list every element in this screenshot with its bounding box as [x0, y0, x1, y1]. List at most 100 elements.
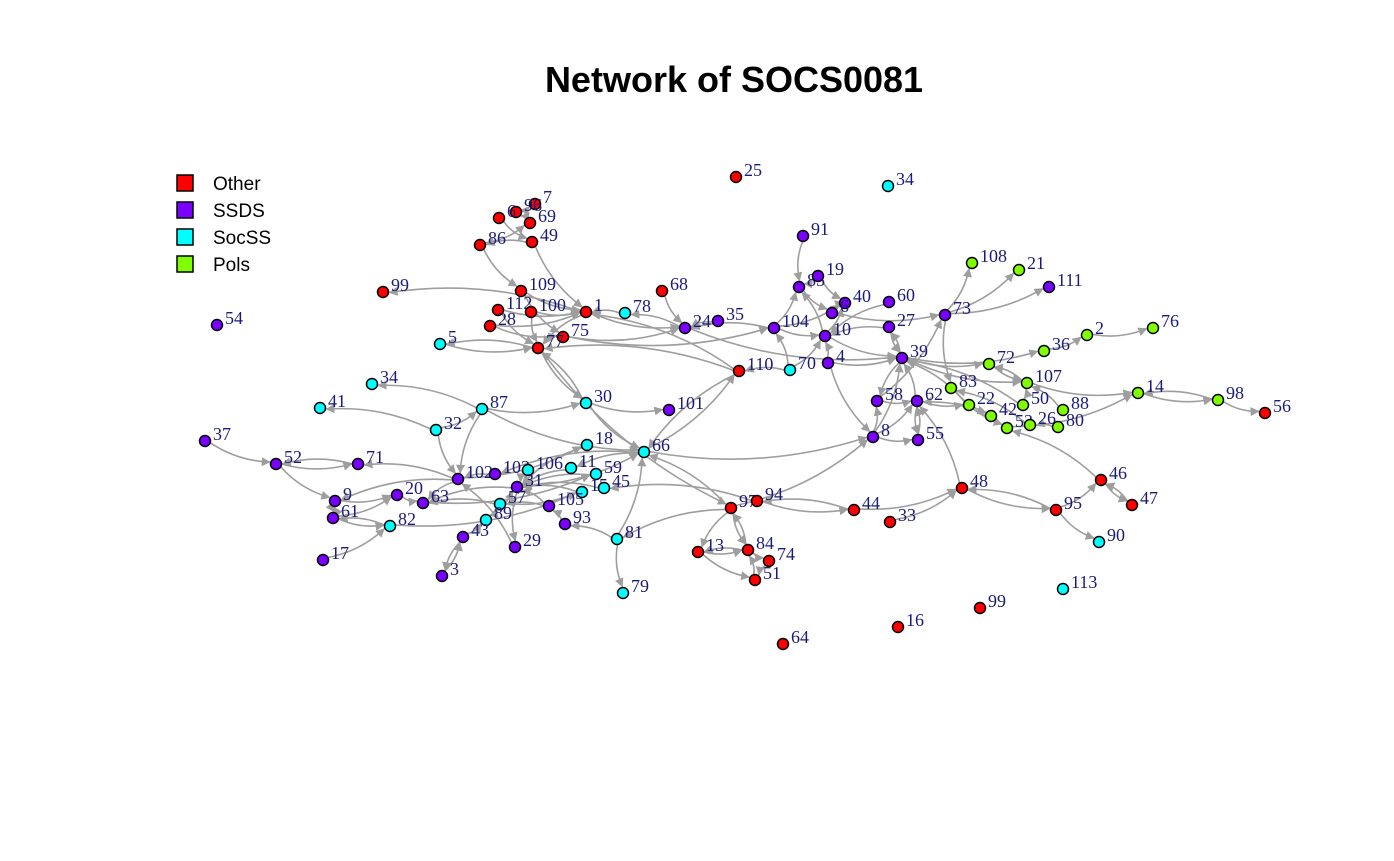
node-26 [1023, 418, 1037, 432]
node-84 [741, 543, 755, 557]
edge-102-to-63 [427, 481, 454, 501]
edge-97-to-84 [732, 513, 747, 545]
edge-87-to-30 [487, 401, 581, 414]
edge-66-to-8 [649, 435, 868, 460]
edge-97-to-81 [622, 508, 726, 538]
legend-label-other: Other [213, 174, 261, 195]
node-label-47: 47 [1140, 488, 1158, 508]
legend-swatch-other [176, 174, 194, 192]
edge-62-to-39 [903, 363, 916, 396]
edge-8-to-58 [872, 406, 883, 432]
node-45 [597, 481, 611, 495]
edge-28-to-1 [495, 312, 581, 328]
node-99b [973, 601, 987, 615]
node-label-1: 1 [594, 295, 603, 315]
node-17 [316, 553, 330, 567]
edge-24-to-78 [630, 309, 681, 328]
node-label-37: 37 [213, 424, 231, 444]
edge-81-to-79 [614, 544, 624, 588]
node-label-111: 111 [1057, 270, 1083, 290]
node-label-105: 105 [557, 489, 584, 509]
legend-label-ssds: SSDS [213, 201, 265, 222]
edge-75-to-104 [568, 326, 769, 347]
edge-97-to-13 [700, 511, 729, 548]
node-label-93: 93 [573, 507, 591, 527]
edge-30-to-101 [591, 402, 664, 416]
node-label-34b: 34 [380, 367, 398, 387]
edge-73-to-83 [942, 320, 952, 383]
edge-70-to-10 [793, 339, 822, 367]
edge-70-to-104 [775, 333, 789, 365]
edge-87-to-66 [486, 409, 639, 455]
node-51 [748, 573, 762, 587]
node-label-50: 50 [1031, 388, 1049, 408]
edge-8-to-39 [874, 363, 904, 433]
edge-88-to-107 [1031, 385, 1060, 408]
edge-74-to-51 [755, 564, 767, 576]
node-label-106: 106 [536, 453, 563, 473]
node-label-9: 9 [343, 484, 352, 504]
node-93 [558, 517, 572, 531]
node-80 [1051, 420, 1065, 434]
node-94 [750, 494, 764, 508]
node-107 [1020, 376, 1034, 390]
node-label-29: 29 [523, 530, 541, 550]
node-label-104: 104 [782, 311, 809, 331]
node-77 [531, 341, 545, 355]
edge-81-to-93 [570, 521, 613, 539]
edge-107-to-14 [1032, 382, 1133, 399]
node-label-26: 26 [1038, 408, 1056, 428]
edge-46-to-47 [1104, 483, 1128, 503]
node-34b [365, 377, 379, 391]
node-96 [509, 205, 523, 219]
edge-69-to-96 [520, 211, 530, 221]
edge-36-to-2 [1049, 336, 1082, 350]
edge-19-to-40 [821, 279, 842, 300]
node-28 [483, 319, 497, 333]
node-label-71: 71 [366, 447, 384, 467]
node-36 [1037, 344, 1051, 358]
edge-50-to-107 [1023, 388, 1033, 401]
node-label-98: 98 [1226, 383, 1244, 403]
node-label-89: 89 [494, 503, 512, 523]
node-33 [883, 515, 897, 529]
node-2 [1080, 328, 1094, 342]
node-label-10: 10 [833, 319, 851, 339]
node-label-21: 21 [1027, 253, 1045, 273]
edge-51-to-84 [748, 555, 758, 575]
node-label-20: 20 [405, 478, 423, 498]
node-99a [376, 285, 390, 299]
edge-93-to-105 [552, 509, 563, 521]
edge-26-to-83 [956, 387, 1026, 424]
node-label-61: 61 [341, 501, 359, 521]
node-label-101: 101 [677, 393, 704, 413]
node-label-113: 113 [1071, 572, 1097, 592]
node-98 [1211, 393, 1225, 407]
edge-6a-to-49 [502, 220, 528, 241]
edge-98-to-56 [1222, 400, 1260, 417]
node-90 [1092, 535, 1106, 549]
edge-102-to-9 [340, 478, 453, 501]
node-label-6: 6 [840, 296, 849, 316]
node-110 [732, 364, 746, 378]
node-label-64: 64 [791, 627, 809, 647]
node-label-19: 19 [826, 259, 844, 279]
edge-31-to-29 [508, 492, 518, 542]
node-label-75: 75 [571, 320, 589, 340]
edge-94-to-44 [762, 500, 849, 516]
node-14 [1131, 386, 1145, 400]
node-label-55: 55 [926, 423, 944, 443]
node-71 [351, 457, 365, 471]
node-1 [579, 305, 593, 319]
node-label-24: 24 [693, 311, 711, 331]
node-108 [965, 256, 979, 270]
node-label-63: 63 [431, 486, 449, 506]
edge-85-to-6 [802, 289, 828, 311]
edge-110-to-77 [543, 343, 734, 372]
edge-85-to-19 [803, 278, 814, 289]
node-label-3: 3 [450, 559, 459, 579]
node-104 [767, 321, 781, 335]
node-32 [429, 423, 443, 437]
node-57 [493, 497, 507, 511]
